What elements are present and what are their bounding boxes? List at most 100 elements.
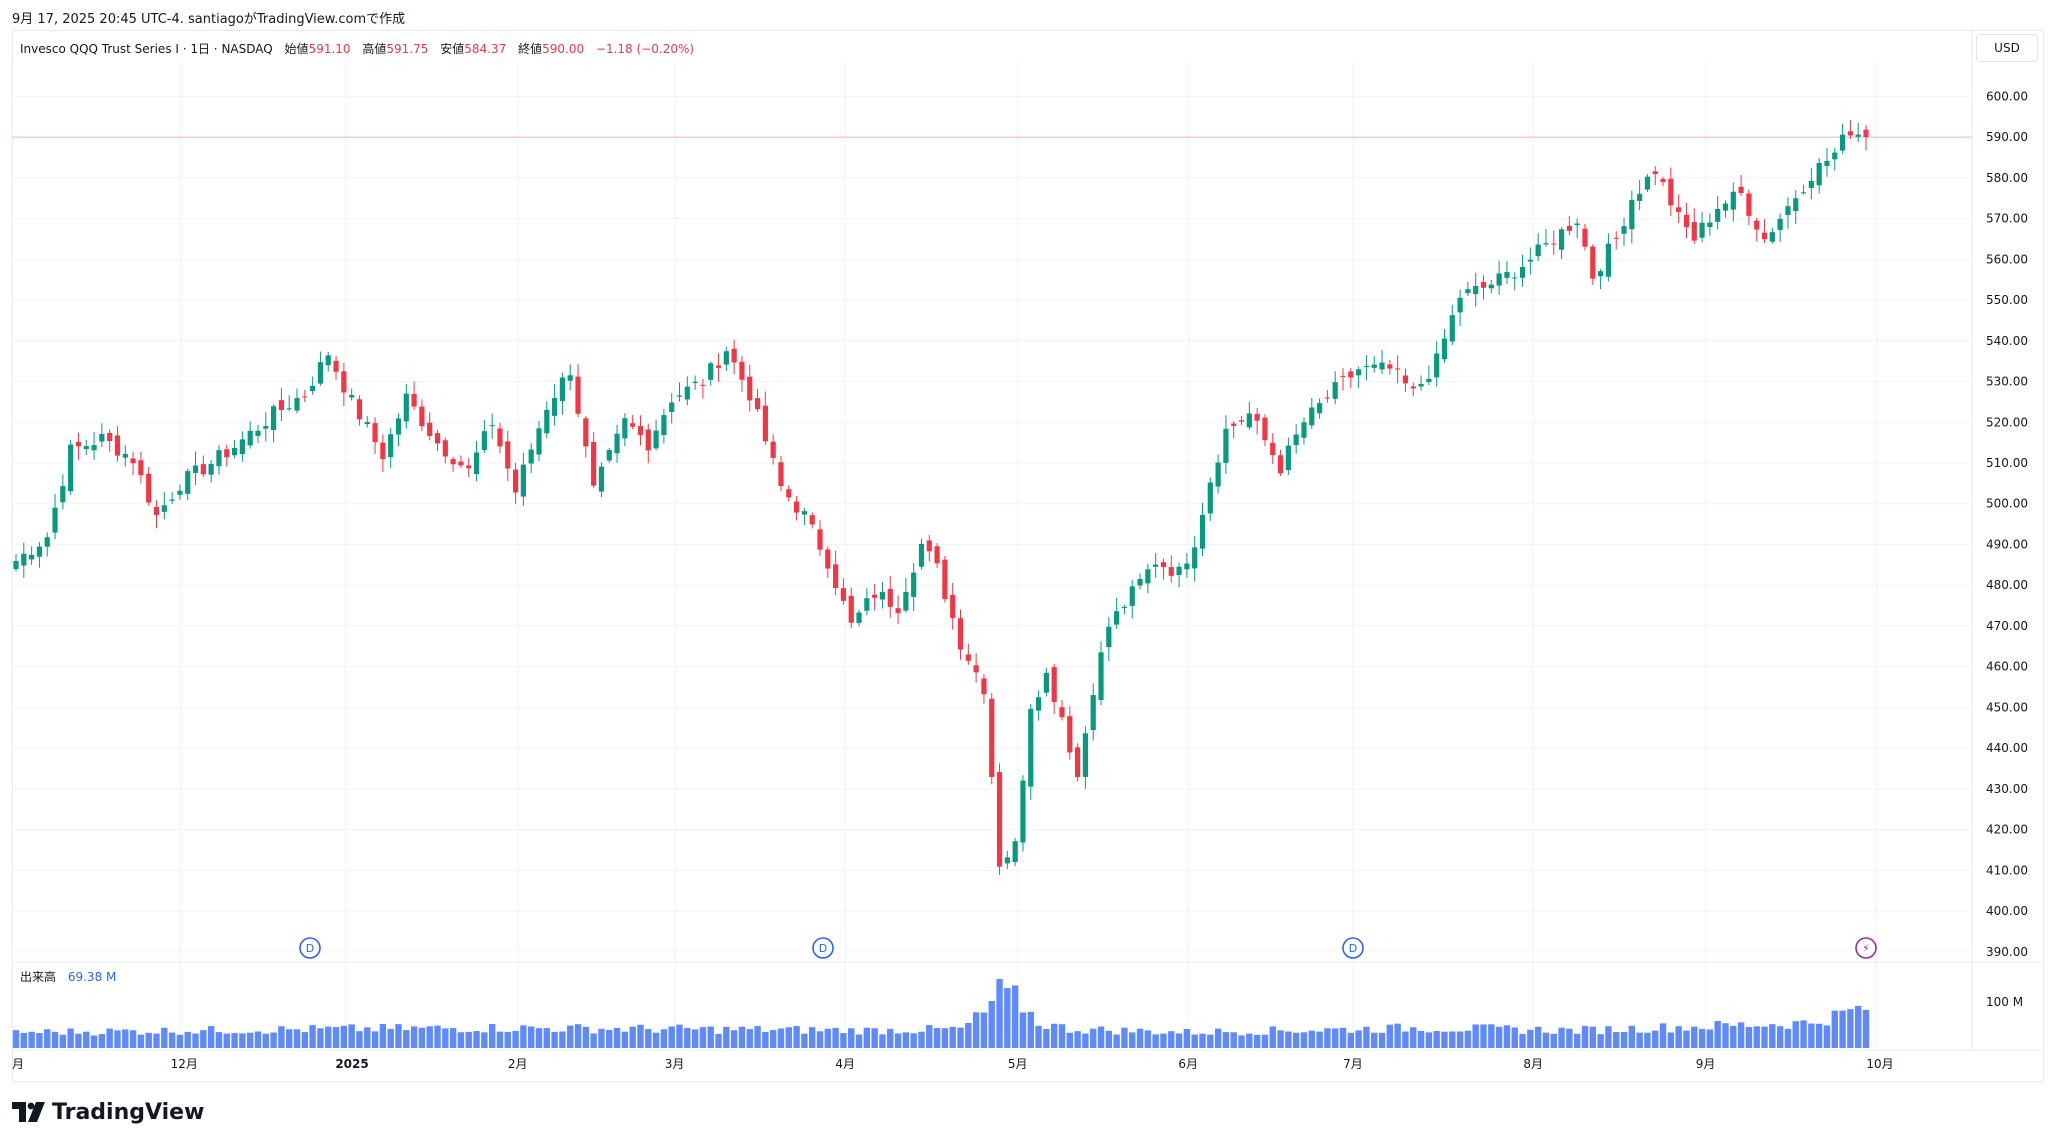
candle-body — [528, 449, 534, 464]
candle-body — [1496, 273, 1502, 286]
x-tick-label: 6月 — [1178, 1057, 1198, 1071]
tradingview-logo[interactable]: TradingView — [12, 1096, 204, 1128]
volume-bar — [1581, 1025, 1589, 1048]
candle-body — [1473, 285, 1479, 295]
x-tick-label: 2月 — [508, 1057, 528, 1071]
volume-bar — [44, 1029, 51, 1048]
candle-body — [1839, 134, 1846, 151]
volume-bar — [1144, 1030, 1152, 1048]
event-marker-label: D — [1349, 942, 1357, 955]
candle-body — [762, 405, 768, 442]
candle-body — [216, 450, 222, 467]
candle-body — [403, 393, 409, 422]
candle-body — [645, 429, 651, 451]
candle-body — [1668, 178, 1674, 206]
volume-bar — [926, 1025, 933, 1048]
candle-body — [801, 511, 807, 515]
candle-body — [325, 355, 331, 366]
volume-bar — [114, 1030, 121, 1048]
volume-bar — [1058, 1024, 1066, 1048]
volume-bar — [1550, 1033, 1557, 1048]
volume-bar — [200, 1030, 207, 1048]
volume-bar — [1620, 1031, 1628, 1048]
volume-bar — [1308, 1030, 1315, 1048]
candle-body — [1098, 652, 1104, 700]
x-tick-label: 月 — [12, 1057, 24, 1071]
volume-bar — [1043, 1028, 1050, 1048]
candle-body — [1129, 586, 1135, 606]
volume-bar — [1152, 1034, 1159, 1048]
volume-bar — [1199, 1033, 1206, 1048]
candle-body — [333, 360, 339, 372]
volume-bar — [410, 1026, 418, 1048]
x-tick-label: 3月 — [665, 1057, 685, 1071]
candle-body — [1605, 243, 1612, 277]
volume-bar — [1027, 1011, 1034, 1048]
candle-body — [263, 426, 269, 429]
volume-value: 69.38 M — [67, 970, 117, 984]
candle-body — [520, 464, 526, 497]
symbol-name[interactable]: Invesco QQQ Trust Series I · 1日 · NASDAQ — [20, 42, 273, 56]
candle-body — [83, 446, 89, 450]
candle-body — [1324, 397, 1330, 399]
candle-body — [1332, 382, 1338, 399]
volume-bar — [67, 1028, 74, 1048]
volume-bar — [1613, 1032, 1620, 1048]
candle-body — [1309, 407, 1315, 426]
volume-bar — [988, 1001, 995, 1048]
currency-button[interactable]: USD — [1976, 34, 2038, 62]
candle-body — [427, 422, 433, 436]
candle-body — [434, 433, 441, 444]
candle-body — [52, 507, 58, 533]
candle-body — [552, 398, 558, 416]
volume-bar — [949, 1026, 956, 1048]
candle-body — [1387, 364, 1393, 369]
volume-bar — [332, 1027, 340, 1048]
candle-body — [918, 543, 925, 567]
candle-body — [1558, 229, 1565, 250]
candle-body — [614, 433, 620, 454]
candle-body — [1746, 193, 1752, 216]
volume-bar — [887, 1028, 894, 1048]
volume-bar — [1698, 1028, 1706, 1048]
volume-bar — [691, 1029, 699, 1048]
volume-bar — [1136, 1028, 1144, 1048]
volume-bar — [1113, 1034, 1120, 1048]
volume-label: 出来高 — [20, 970, 57, 984]
volume-bar — [1168, 1031, 1175, 1048]
candle-body — [1082, 733, 1089, 777]
volume-bar — [965, 1022, 972, 1048]
candle-body — [169, 499, 175, 501]
volume-bar — [1737, 1022, 1745, 1048]
candle-body — [1207, 482, 1213, 514]
candle-body — [864, 598, 870, 611]
volume-bar — [613, 1027, 621, 1048]
volume-bar — [254, 1031, 262, 1048]
candle-body — [872, 594, 878, 598]
volume-bar — [1862, 1009, 1870, 1048]
volume-bar — [1246, 1033, 1253, 1048]
volume-bar — [855, 1034, 863, 1048]
volume-bar — [1433, 1031, 1440, 1048]
candle-body — [989, 698, 995, 777]
volume-bar — [629, 1026, 636, 1048]
candle-body — [1316, 403, 1323, 414]
candle-body — [1754, 220, 1760, 230]
candle-body — [1847, 131, 1853, 136]
volume-bar — [317, 1028, 324, 1048]
candle-body — [1582, 228, 1588, 247]
volume-bar — [168, 1032, 176, 1048]
volume-bar — [28, 1031, 35, 1048]
candle-body — [676, 395, 683, 397]
volume-bar — [1636, 1032, 1643, 1048]
candle-body — [1777, 218, 1783, 230]
candle-body — [583, 418, 589, 447]
candle-body — [247, 430, 253, 446]
volume-bar — [12, 1030, 20, 1048]
volume-bar — [1566, 1028, 1573, 1048]
dividend-marker-icon — [812, 937, 834, 959]
candle-body — [1371, 364, 1377, 368]
volume-bar — [777, 1028, 785, 1048]
candle-body — [637, 425, 644, 435]
